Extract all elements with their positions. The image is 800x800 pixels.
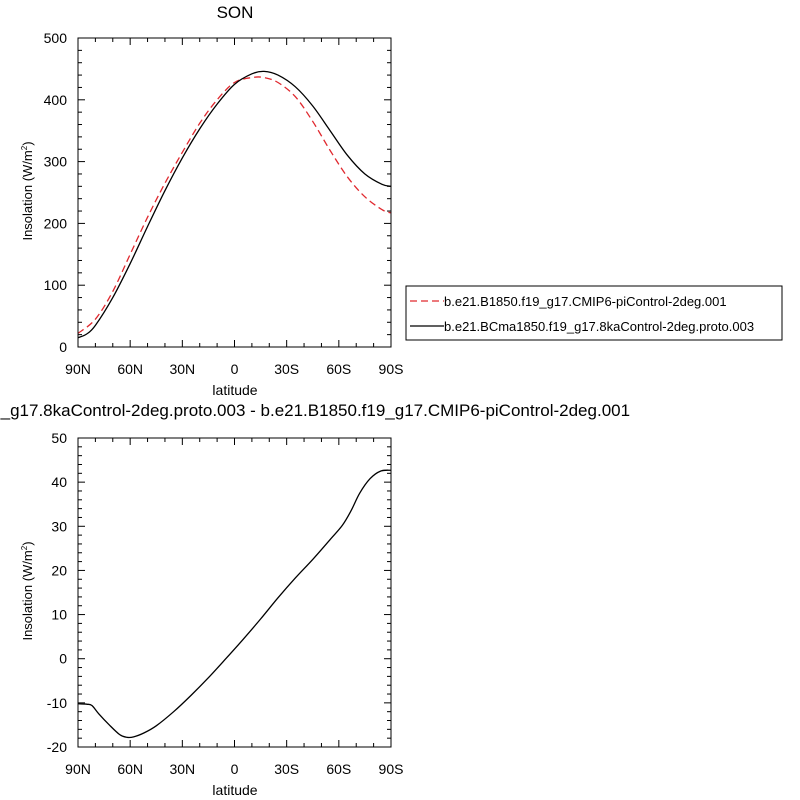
- x-tick-label: 90N: [65, 761, 91, 777]
- y-tick-label: 200: [44, 215, 68, 231]
- legend-entry-8kacontrol: b.e21.BCma1850.f19_g17.8kaControl-2deg.p…: [444, 319, 754, 334]
- legend-entry-picontrol: b.e21.B1850.f19_g17.CMIP6-piControl-2deg…: [444, 294, 727, 309]
- x-axis-label: latitude: [212, 382, 257, 398]
- x-tick-label: 30S: [274, 761, 299, 777]
- y-tick-label: 50: [51, 430, 67, 446]
- x-tick-label: 90N: [65, 361, 91, 377]
- x-tick-label: 60N: [117, 761, 143, 777]
- plot-frame: [77, 437, 392, 748]
- x-tick-label: 60N: [117, 361, 143, 377]
- y-tick-labels: 0 100 200 300 400 500: [44, 30, 68, 355]
- legend-box: [405, 285, 783, 341]
- x-tick-labels: 90N 60N 30N 0 30S 60S 90S: [65, 361, 403, 377]
- y-tick-label: 400: [44, 92, 68, 108]
- y-tick-label: 20: [51, 562, 67, 578]
- y-tick-label: 0: [59, 339, 67, 355]
- x-tick-label: 30N: [169, 361, 195, 377]
- y-tick-labels: -20 -10 0 10 20 30 40 50: [47, 430, 67, 755]
- y-tick-label: 500: [44, 30, 68, 46]
- y-tick-label: -20: [47, 739, 67, 755]
- plot-frame: [77, 37, 392, 348]
- y-tick-label: -10: [47, 695, 67, 711]
- series-line-red-dashed: [77, 76, 392, 334]
- y-tick-label: 30: [51, 518, 67, 534]
- x-tick-label: 90S: [379, 361, 404, 377]
- y-tick-label: 0: [59, 651, 67, 667]
- y-axis-label: Insolation (W/m2): [20, 541, 35, 640]
- y-tick-label: 40: [51, 474, 67, 490]
- y-tick-label: 10: [51, 607, 67, 623]
- y-tick-label: 100: [44, 277, 68, 293]
- series-line-black-solid: [77, 70, 392, 339]
- chart-son-insolation: SON 0 100 200 300 400 500 90N 60N 30N 0 30S 60S 90S…: [20, 3, 403, 398]
- x-tick-label: 30S: [274, 361, 299, 377]
- x-axis-label: latitude: [212, 782, 257, 798]
- x-tick-labels: 90N 60N 30N 0 30S 60S 90S: [65, 761, 403, 777]
- y-axis-label: Insolation (W/m2): [20, 141, 35, 240]
- legend: b.e21.B1850.f19_g17.CMIP6-piControl-2deg…: [405, 285, 783, 341]
- x-tick-label: 30N: [169, 761, 195, 777]
- y-tick-label: 300: [44, 154, 68, 170]
- x-tick-label: 90S: [379, 761, 404, 777]
- x-tick-label: 0: [231, 761, 239, 777]
- axis-ticks: [77, 437, 392, 748]
- chart-difference-insolation: b.e21.BCma1850.f19_g17.8kaControl-2deg.p…: [0, 401, 630, 798]
- chart-title: SON: [217, 3, 254, 22]
- x-tick-label: 60S: [326, 361, 351, 377]
- axis-ticks: [77, 37, 392, 348]
- x-tick-label: 60S: [326, 761, 351, 777]
- chart-title: b.e21.BCma1850.f19_g17.8kaControl-2deg.p…: [0, 401, 630, 420]
- series-lines: [77, 469, 392, 739]
- series-lines: [77, 70, 392, 339]
- x-tick-label: 0: [231, 361, 239, 377]
- series-line-black-solid: [77, 469, 392, 739]
